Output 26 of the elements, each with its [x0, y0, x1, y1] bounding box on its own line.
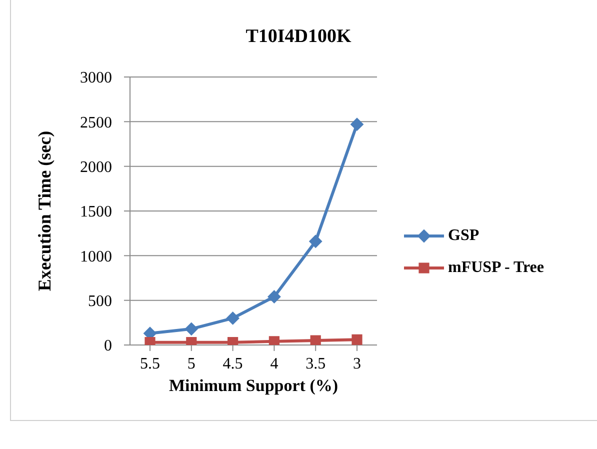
point: [226, 312, 240, 325]
y-tick-label: 500: [88, 293, 112, 310]
x-axis-title: Minimum Support (%): [168, 376, 338, 395]
x-tick-label: 3: [353, 355, 361, 372]
point: [352, 334, 362, 345]
x-tick-label: 4.5: [222, 355, 243, 372]
y-tick-label: 0: [104, 338, 112, 355]
point: [350, 118, 364, 131]
point: [184, 322, 198, 336]
x-tick-label: 3.5: [306, 355, 326, 372]
legend-label: GSP: [448, 227, 480, 245]
chart-title: T10I4D100K: [244, 26, 352, 48]
point: [309, 234, 322, 248]
point: [268, 336, 280, 345]
x-tick-label: 5: [187, 355, 196, 372]
y-tick-label: 1500: [80, 204, 112, 221]
x-tick-label: 4: [270, 355, 278, 372]
y-tick-label: 3000: [80, 70, 112, 87]
y-tick-label: 1000: [80, 248, 112, 266]
y-tick-label: 2500: [80, 114, 112, 132]
x-tick-label: 5.5: [140, 355, 160, 372]
legend-label: mFUSP - Tree: [448, 259, 544, 277]
point: [268, 290, 281, 304]
y-axis-title: Execution Time (sec): [34, 130, 54, 292]
point: [310, 335, 321, 345]
y-tick-label: 2000: [80, 159, 112, 176]
